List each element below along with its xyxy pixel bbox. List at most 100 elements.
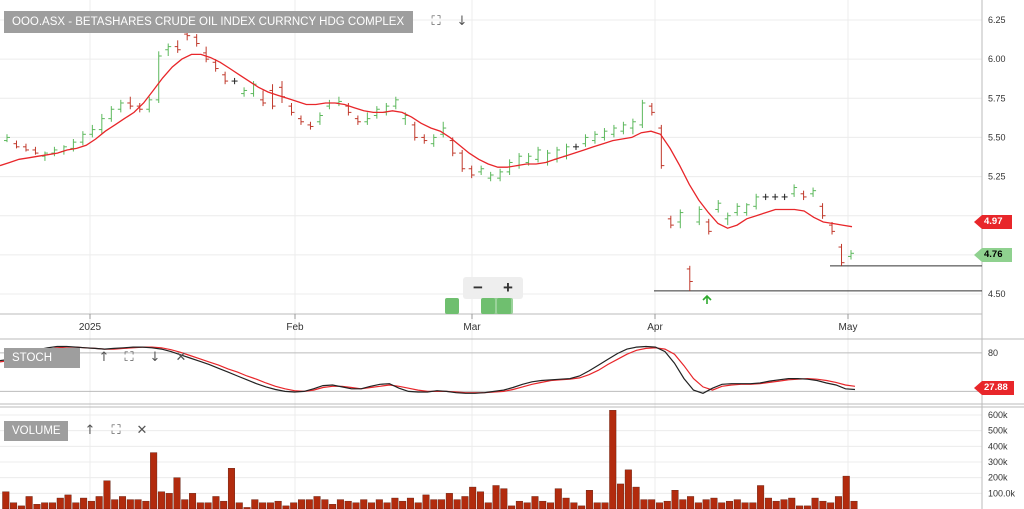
move-down-icon[interactable]: ↓ [456, 14, 468, 29]
move-up-icon[interactable]: ↑ [84, 423, 96, 438]
volume-bar [718, 502, 726, 509]
ohlc-bar [715, 200, 722, 213]
ohlc-bar [108, 106, 115, 122]
volume-bar [585, 490, 593, 509]
close-icon[interactable]: ✕ [136, 423, 148, 438]
volume-bar [484, 502, 492, 509]
volume-tick-label: 300k [988, 457, 1008, 467]
volume-bar [679, 499, 687, 509]
volume-axis: 600k 500k 400k 300k 200k 100.0k [988, 410, 1016, 498]
volume-bar [126, 499, 134, 509]
range-handle-left[interactable] [445, 298, 459, 314]
ohlc-bar [4, 134, 10, 143]
volume-bar [687, 496, 695, 509]
volume-bar [508, 505, 516, 509]
volume-bar [640, 499, 648, 509]
volume-bar [842, 475, 850, 509]
ohlc-bar [772, 193, 779, 201]
zoom-in-button[interactable]: + [503, 278, 513, 297]
volume-bar [710, 497, 718, 509]
ohlc-bar [572, 143, 579, 150]
volume-bar [445, 493, 453, 509]
ohlc-bar [781, 193, 788, 201]
volume-bar [492, 485, 500, 509]
ohlc-bar [620, 121, 627, 135]
volume-bar [103, 480, 111, 509]
volume-bar [383, 502, 391, 509]
move-down-icon[interactable]: ↓ [149, 350, 161, 365]
volume-bar [298, 499, 305, 509]
volume-bar [142, 500, 150, 509]
volume-bar [181, 499, 189, 509]
volume-bar [329, 504, 337, 509]
volume-bar [764, 497, 772, 509]
volume-bar [56, 497, 64, 509]
price-tick-label: 4.50 [988, 289, 1006, 299]
ohlc-bar [41, 151, 48, 161]
volume-bar [819, 500, 827, 509]
volume-bar [811, 497, 819, 509]
ohlc-bar [89, 124, 96, 138]
volume-bar [48, 502, 56, 509]
ohlc-bar [791, 184, 798, 197]
volume-bar [282, 505, 290, 509]
ohlc-bar [222, 71, 229, 85]
ohlc-bar [146, 96, 153, 113]
range-selection[interactable] [485, 298, 513, 314]
volume-bar [694, 502, 702, 509]
volume-bar [406, 497, 414, 509]
volume-bar [726, 500, 733, 509]
volume-bar [422, 494, 430, 509]
volume-bar [72, 502, 80, 509]
ohlc-bar [535, 146, 542, 163]
ohlc-bar [421, 134, 428, 144]
expand-icon[interactable]: ⛶ [431, 14, 441, 29]
ma-value-tag: 4.97 [974, 215, 1012, 229]
volume-bar [733, 499, 741, 509]
ohlc-bar [307, 121, 314, 130]
stoch-value-tag: 27.88 [974, 381, 1014, 395]
ohlc-bar [705, 218, 712, 235]
volume-bar [469, 486, 477, 509]
ohlc-bar [79, 131, 86, 146]
ohlc-bar [610, 124, 617, 138]
price-axis: 6.25 6.00 5.75 5.50 5.25 4.50 [988, 15, 1006, 299]
ohlc-bar [591, 131, 598, 144]
volume-bar [757, 485, 765, 509]
expand-icon[interactable]: ⛶ [111, 423, 121, 438]
support-lines [654, 265, 982, 292]
ohlc-bar [13, 140, 20, 149]
volume-tick-label: 600k [988, 410, 1008, 420]
ohlc-bar [753, 193, 760, 210]
volume-bar [220, 500, 228, 509]
volume-bar [87, 500, 95, 509]
ohlc-bar [279, 81, 286, 103]
ohlc-bar [686, 265, 693, 291]
volume-bar [313, 496, 321, 509]
ohlc-bar [762, 193, 769, 201]
volume-bar [157, 491, 165, 509]
volume-bar [375, 499, 383, 509]
ohlc-bar [468, 165, 475, 179]
move-up-icon[interactable]: ↑ [98, 350, 110, 365]
volume-bar [25, 496, 33, 509]
volume-bar [547, 502, 555, 509]
ohlc-bar [554, 146, 561, 163]
ohlc-bar [800, 190, 807, 201]
volume-bar [453, 499, 461, 509]
volume-bar [430, 499, 438, 509]
close-icon[interactable]: ✕ [175, 350, 187, 365]
volume-bar [399, 500, 407, 509]
volume-bar [803, 505, 811, 509]
volume-bar [531, 496, 539, 509]
zoom-out-button[interactable]: − [473, 278, 483, 297]
volume-bar [119, 496, 127, 509]
volume-bar [617, 483, 625, 509]
expand-icon[interactable]: ⛶ [124, 350, 134, 365]
volume-bar [391, 497, 399, 509]
ohlc-bar [260, 90, 267, 107]
volume-bar [189, 493, 197, 509]
ohlc-bar [241, 87, 248, 97]
volume-bar [461, 496, 469, 509]
price-tick-label: 6.25 [988, 15, 1006, 25]
